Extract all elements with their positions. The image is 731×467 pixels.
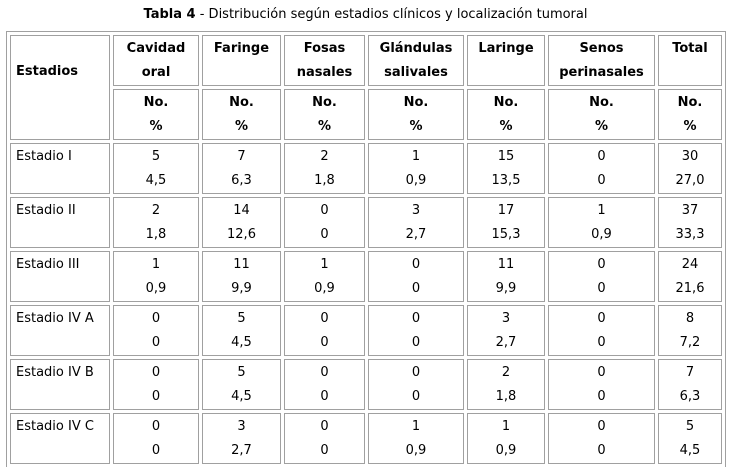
data-cell: 7 6,3: [202, 143, 281, 194]
column-header-faringe: Faringe: [202, 35, 281, 86]
row-label: Estadio III: [10, 251, 110, 302]
subheader-no-pct: No. %: [658, 89, 722, 140]
data-cell: 2 1,8: [284, 143, 365, 194]
subheader-no-pct: No. %: [368, 89, 464, 140]
table-title-number: Tabla 4: [143, 7, 196, 22]
data-cell: 3 2,7: [202, 413, 281, 464]
data-cell: 1 0,9: [548, 197, 655, 248]
data-cell: 30 27,0: [658, 143, 722, 194]
subheader-no-pct: No. %: [113, 89, 199, 140]
data-cell: 1 0,9: [113, 251, 199, 302]
data-cell: 11 9,9: [467, 251, 545, 302]
row-label: Estadio I: [10, 143, 110, 194]
row-label: Estadio II: [10, 197, 110, 248]
column-header-glandulas-salivales: Glándulas salivales: [368, 35, 464, 86]
column-header-senos-perinasales: Senos perinasales: [548, 35, 655, 86]
column-header-fosas-nasales: Fosas nasales: [284, 35, 365, 86]
data-cell: 2 1,8: [467, 359, 545, 410]
data-cell: 1 0,9: [368, 143, 464, 194]
data-cell: 1 0,9: [368, 413, 464, 464]
subheader-no-pct: No. %: [202, 89, 281, 140]
data-cell: 5 4,5: [202, 359, 281, 410]
data-cell: 7 6,3: [658, 359, 722, 410]
row-label: Estadio IV B: [10, 359, 110, 410]
column-header-cavidad-oral: Cavidad oral: [113, 35, 199, 86]
data-cell: 37 33,3: [658, 197, 722, 248]
data-cell: 3 2,7: [368, 197, 464, 248]
data-cell: 1 0,9: [284, 251, 365, 302]
data-cell: 24 21,6: [658, 251, 722, 302]
row-label: Estadio IV A: [10, 305, 110, 356]
table-title: Tabla 4 - Distribución según estadios cl…: [0, 0, 731, 25]
data-cell: 1 0,9: [467, 413, 545, 464]
column-header-total: Total: [658, 35, 722, 86]
header-row-locations: Estadios Cavidad oral Faringe Fosas nasa…: [10, 35, 722, 140]
subheader-no-pct: No. %: [284, 89, 365, 140]
row-header-estadios: Estadios: [10, 35, 110, 140]
data-cell: 5 4,5: [113, 143, 199, 194]
data-cell: 15 13,5: [467, 143, 545, 194]
data-cell: 2 1,8: [113, 197, 199, 248]
table-title-text: - Distribución según estadios clínicos y…: [199, 7, 588, 22]
subheader-no-pct: No. %: [467, 89, 545, 140]
column-header-laringe: Laringe: [467, 35, 545, 86]
data-cell: 11 9,9: [202, 251, 281, 302]
header-row-no-pct: No. % No. % No. % No. % No. % No. % No. …: [10, 89, 722, 140]
data-cell: 17 15,3: [467, 197, 545, 248]
stats-table: Estadios Cavidad oral Faringe Fosas nasa…: [6, 31, 726, 467]
data-cell: 8 7,2: [658, 305, 722, 356]
data-cell: 14 12,6: [202, 197, 281, 248]
data-cell: 5 4,5: [202, 305, 281, 356]
data-cell: 5 4,5: [658, 413, 722, 464]
row-label: Estadio IV C: [10, 413, 110, 464]
data-cell: 3 2,7: [467, 305, 545, 356]
subheader-no-pct: No. %: [548, 89, 655, 140]
